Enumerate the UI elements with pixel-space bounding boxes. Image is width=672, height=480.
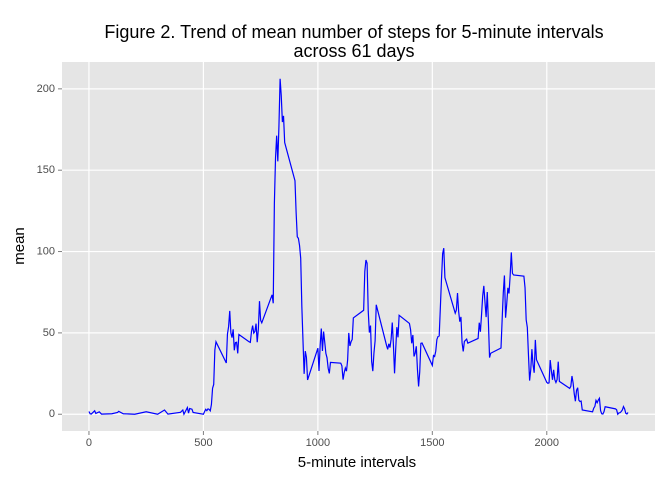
y-axis-title: mean [11, 227, 28, 265]
y-tick-label: 150 [37, 164, 55, 176]
x-tick-label: 500 [194, 437, 212, 449]
x-tick-label: 1500 [420, 437, 444, 449]
y-tick-label: 0 [49, 408, 55, 420]
plot-panel [62, 62, 655, 431]
x-tick-label: 1000 [306, 437, 330, 449]
data-line [88, 78, 629, 416]
x-axis-title: 5-minute intervals [298, 454, 416, 471]
y-tick-label: 100 [37, 245, 55, 257]
x-tick-label: 2000 [535, 437, 559, 449]
y-tick-label: 50 [43, 327, 55, 339]
x-tick-label: 0 [86, 437, 92, 449]
y-tick-label: 200 [37, 83, 55, 95]
chart-title: Figure 2. Trend of mean number of steps … [104, 22, 603, 42]
chart-title: across 61 days [293, 41, 414, 61]
